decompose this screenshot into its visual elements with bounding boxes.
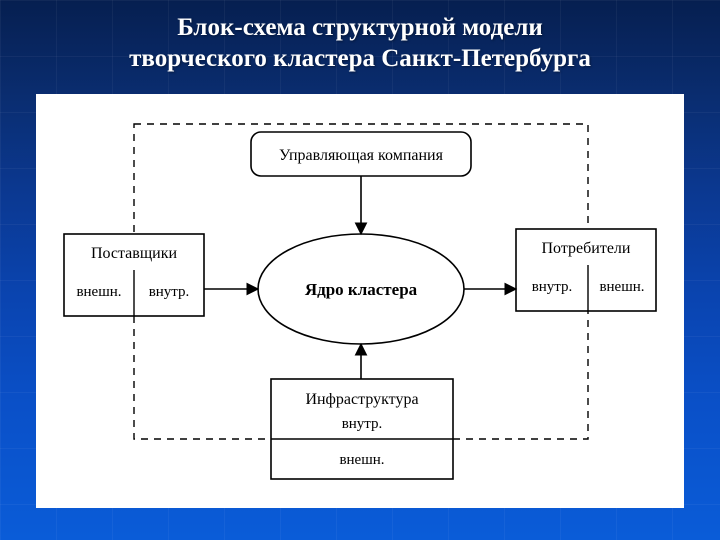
node-bottom-line2: внутр. xyxy=(342,416,383,432)
node-right-title: Потребители xyxy=(542,240,631,257)
node-left-sub-left: внешн. xyxy=(76,284,121,300)
slide-title: Блок-схема структурной модели творческог… xyxy=(0,12,720,75)
node-top-label: Управляющая компания xyxy=(279,147,444,164)
node-right-sub-right: внешн. xyxy=(599,279,644,295)
node-bottom-line3: внешн. xyxy=(339,452,384,468)
node-right-sub-left: внутр. xyxy=(532,279,573,295)
slide: Блок-схема структурной модели творческог… xyxy=(0,0,720,540)
title-line-1: Блок-схема структурной модели xyxy=(177,14,543,41)
node-center-label: Ядро кластера xyxy=(305,280,418,299)
node-bottom-line1: Инфраструктура xyxy=(305,391,418,408)
title-line-2: творческого кластера Санкт-Петербурга xyxy=(129,45,591,72)
diagram-panel: Управляющая компания Ядро кластера Поста… xyxy=(36,94,684,508)
flowchart-svg: Управляющая компания Ядро кластера Поста… xyxy=(36,94,684,508)
node-left-sub-right: внутр. xyxy=(149,284,190,300)
node-left-title: Поставщики xyxy=(91,245,178,262)
